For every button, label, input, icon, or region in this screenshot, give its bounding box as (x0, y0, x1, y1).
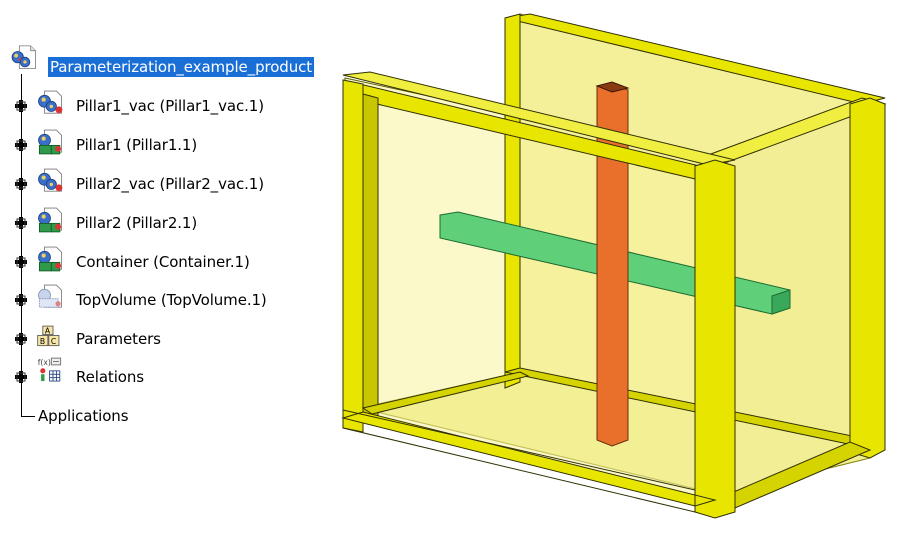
part-instance-icon (38, 246, 62, 272)
tree-item-container[interactable]: Container (Container.1) (0, 246, 252, 274)
plus-expander-icon[interactable] (14, 293, 28, 307)
tree-item-label: Pillar2_vac (Pillar2_vac.1) (76, 175, 264, 193)
tree-item-label: Applications (38, 407, 129, 425)
plus-expander-icon[interactable] (14, 138, 28, 152)
tree-branch-line-applications (21, 416, 35, 417)
svg-text:C: C (51, 337, 56, 346)
specification-tree: Parameterization_example_product Pillar1… (0, 0, 330, 532)
plus-expander-icon[interactable] (14, 99, 28, 113)
tree-item-label: Relations (76, 368, 144, 386)
part-instance-icon (38, 129, 62, 155)
tree-item-label: Pillar1_vac (Pillar1_vac.1) (76, 97, 264, 115)
back-left-post (504, 13, 521, 389)
tree-item-applications[interactable]: Applications (0, 404, 130, 428)
green-beam-end (771, 289, 791, 315)
back-top-beam (504, 13, 886, 105)
tree-root-label: Parameterization_example_product (48, 57, 315, 77)
tree-item-topvolume[interactable]: TopVolume (TopVolume.1) (0, 284, 269, 312)
plus-expander-icon[interactable] (14, 255, 28, 269)
tree-item-relations[interactable]: f(x) Relations (0, 357, 146, 389)
tree-item-pillar2-vac[interactable]: Pillar2_vac (Pillar2_vac.1) (0, 168, 266, 196)
tree-item-label: Container (Container.1) (76, 253, 250, 271)
tree-item-pillar1-vac[interactable]: Pillar1_vac (Pillar1_vac.1) (0, 90, 266, 118)
tree-item-pillar2[interactable]: Pillar2 (Pillar2.1) (0, 207, 199, 235)
relations-icon: f(x) (38, 357, 62, 382)
tree-trunk-line (21, 74, 22, 417)
front-top-beam (342, 71, 736, 166)
parameters-icon: A B C (37, 325, 60, 347)
front-right-post (694, 159, 736, 519)
svg-text:B: B (40, 337, 45, 346)
part-instance-icon (38, 207, 62, 233)
tree-item-label: Parameters (76, 330, 161, 348)
volume-instance-icon (38, 284, 62, 308)
plus-expander-icon[interactable] (14, 216, 28, 230)
product-icon (11, 45, 36, 69)
svg-text:A: A (45, 326, 51, 335)
tree-root-node[interactable]: Parameterization_example_product (8, 45, 315, 79)
product-instance-icon (38, 168, 63, 192)
tree-item-pillar1[interactable]: Pillar1 (Pillar1.1) (0, 129, 199, 157)
right-back-post (849, 97, 886, 459)
front-bottom-beam-face (342, 409, 696, 513)
3d-viewport[interactable] (330, 0, 908, 532)
container-3d-model[interactable] (330, 0, 908, 532)
product-instance-icon (38, 90, 63, 114)
tree-item-label: Pillar1 (Pillar1.1) (76, 136, 198, 154)
inner-bottom-beam (361, 371, 530, 415)
front-bottom-beam (341, 411, 717, 507)
tree-item-label: Pillar2 (Pillar2.1) (76, 214, 198, 232)
plus-expander-icon[interactable] (14, 370, 28, 384)
front-left-post-inner (362, 93, 379, 419)
tree-item-parameters[interactable]: A B C Parameters (0, 325, 163, 351)
tree-item-label: TopVolume (TopVolume.1) (76, 291, 267, 309)
front-left-post (342, 79, 364, 433)
orange-pillar-top (595, 81, 630, 93)
plus-expander-icon[interactable] (14, 332, 28, 346)
svg-text:f(x): f(x) (38, 358, 51, 367)
plus-expander-icon[interactable] (14, 177, 28, 191)
